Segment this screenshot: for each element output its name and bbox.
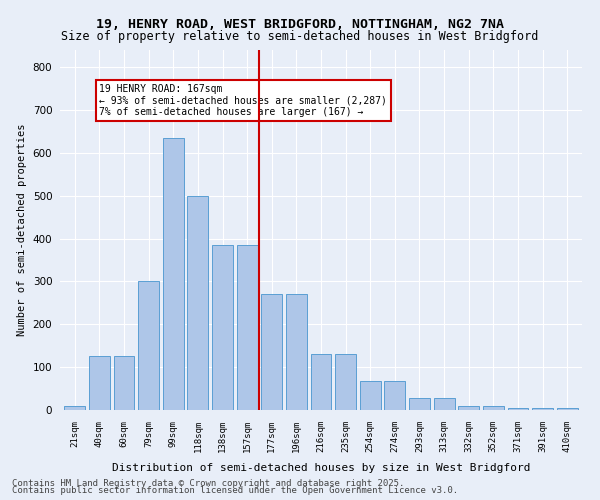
Bar (409, 398, 430, 410)
Bar (311, 354, 331, 410)
Bar (286, 294, 307, 410)
Bar (458, 406, 479, 410)
Bar (385, 381, 406, 410)
Bar (187, 196, 208, 410)
Bar (532, 408, 553, 410)
Bar (212, 245, 233, 410)
Bar (64, 406, 85, 410)
Bar (163, 138, 184, 410)
Text: Contains public sector information licensed under the Open Government Licence v3: Contains public sector information licen… (12, 486, 458, 495)
Bar (89, 356, 110, 410)
X-axis label: Distribution of semi-detached houses by size in West Bridgford: Distribution of semi-detached houses by … (112, 463, 530, 473)
Bar (360, 381, 381, 410)
Y-axis label: Number of semi-detached properties: Number of semi-detached properties (17, 124, 27, 336)
Bar (261, 294, 282, 410)
Text: Contains HM Land Registry data © Crown copyright and database right 2025.: Contains HM Land Registry data © Crown c… (12, 478, 404, 488)
Bar (508, 408, 529, 410)
Text: Size of property relative to semi-detached houses in West Bridgford: Size of property relative to semi-detach… (61, 30, 539, 43)
Bar (483, 406, 504, 410)
Bar (335, 354, 356, 410)
Text: 19, HENRY ROAD, WEST BRIDGFORD, NOTTINGHAM, NG2 7NA: 19, HENRY ROAD, WEST BRIDGFORD, NOTTINGH… (96, 18, 504, 30)
Text: 19 HENRY ROAD: 167sqm
← 93% of semi-detached houses are smaller (2,287)
7% of se: 19 HENRY ROAD: 167sqm ← 93% of semi-deta… (100, 84, 387, 117)
Bar (557, 408, 578, 410)
Bar (138, 282, 159, 410)
Bar (434, 398, 455, 410)
Bar (113, 356, 134, 410)
Bar (236, 245, 257, 410)
